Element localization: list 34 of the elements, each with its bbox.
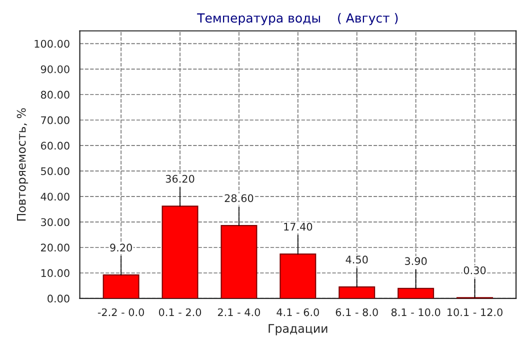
x-axis-title: Градации: [268, 324, 328, 336]
data-label: 17.40: [284, 222, 312, 231]
y-tick-label: 10.00: [41, 269, 70, 278]
y-tick-label: 100.00: [34, 40, 70, 48]
x-tick-label: 6.1 - 8.0: [336, 308, 378, 316]
y-tick-label: 50.00: [41, 167, 70, 176]
y-tick-label: 20.00: [41, 244, 70, 252]
data-label: 9.20: [110, 244, 132, 252]
bar: [162, 206, 198, 298]
data-label: 3.90: [405, 257, 427, 266]
data-label: 0.30: [464, 266, 486, 274]
y-tick-label: 60.00: [40, 142, 70, 150]
x-tick-label: -2.2 - 0.0: [98, 308, 144, 316]
y-tick-label: 70.00: [41, 116, 70, 124]
y-tick-label: 30.00: [41, 218, 70, 226]
bar: [280, 254, 316, 298]
y-tick-label: 90.00: [40, 65, 70, 74]
y-axis-title: Повторяемость, %: [16, 108, 28, 221]
chart-title: Температура воды ( Август ): [197, 13, 398, 26]
data-label: 28.60: [224, 194, 254, 202]
x-tick-label: 4.1 - 6.0: [276, 308, 319, 316]
y-tick-label: 40.00: [40, 192, 70, 201]
x-tick-label: 8.1 - 10.0: [391, 308, 440, 316]
bar: [220, 224, 258, 298]
y-tick-label: 80.00: [40, 90, 70, 99]
bar: [398, 288, 434, 298]
bar: [102, 274, 140, 298]
data-label: 36.20: [166, 174, 194, 183]
y-tick-label: 0.00: [48, 294, 70, 303]
x-tick-label: 2.1 - 4.0: [218, 308, 260, 316]
x-tick-label: 10.1 - 12.0: [448, 308, 502, 316]
bar: [338, 286, 376, 298]
data-label: 4.50: [346, 256, 368, 264]
x-tick-label: 0.1 - 2.0: [158, 308, 202, 316]
